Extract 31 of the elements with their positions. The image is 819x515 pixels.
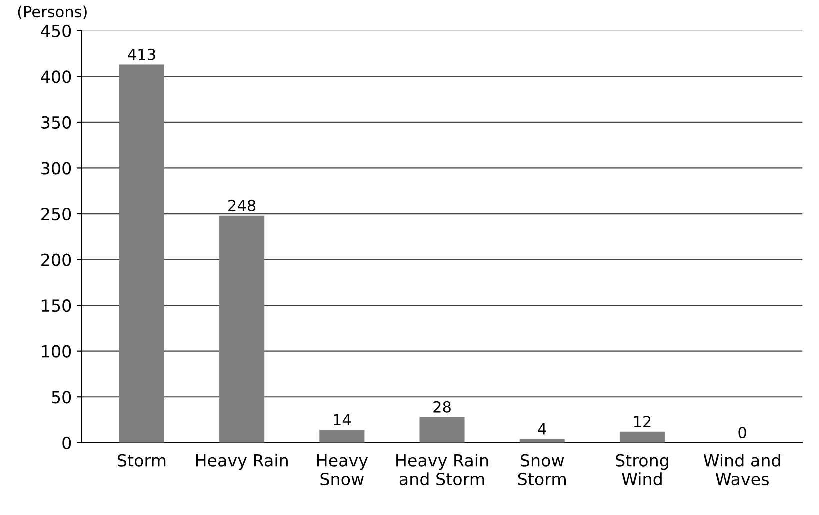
bar (320, 430, 365, 443)
data-label: 0 (738, 426, 746, 439)
data-label: 248 (228, 200, 256, 212)
y-axis-title: (Persons) (18, 6, 87, 20)
bar (420, 417, 465, 443)
y-tick-label: 0 (62, 436, 72, 450)
data-label: 14 (334, 414, 352, 426)
x-tick-label: Wind and Waves (704, 454, 780, 486)
x-tick-label: Snow Storm (518, 454, 566, 486)
y-tick-label: 50 (52, 391, 72, 404)
data-label: 4 (538, 424, 546, 435)
bar (520, 439, 565, 443)
y-tick-label: 400 (41, 70, 72, 84)
y-tick-label: 100 (42, 345, 72, 358)
bar (220, 216, 265, 443)
x-tick-label: Heavy Snow (317, 454, 368, 486)
y-tick-label: 350 (42, 116, 72, 130)
data-label: 12 (634, 416, 651, 428)
bar (620, 432, 665, 443)
y-tick-label: 250 (42, 208, 72, 221)
y-tick-label: 450 (41, 24, 72, 38)
x-tick-label: Strong Wind (616, 454, 668, 486)
y-tick-label: 150 (42, 300, 72, 312)
bar (119, 64, 164, 443)
x-tick-label: Heavy Rain (196, 454, 288, 470)
x-tick-label: Storm (118, 454, 166, 467)
y-tick-label: 300 (42, 162, 72, 175)
data-label: 28 (434, 401, 451, 413)
data-label: 413 (128, 48, 156, 60)
x-tick-label: Heavy Rain and Storm (396, 454, 488, 486)
y-tick-label: 200 (42, 254, 72, 266)
